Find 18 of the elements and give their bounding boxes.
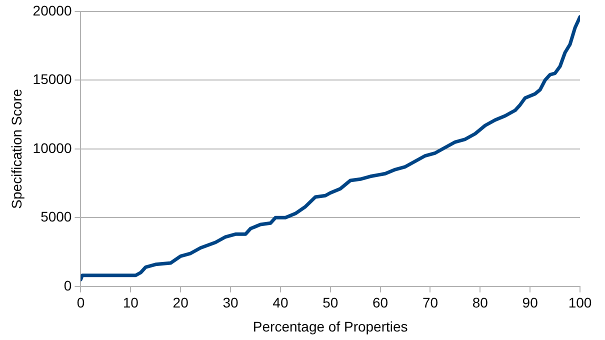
x-tick-label: 40: [272, 294, 288, 311]
y-tick-label: 15000: [32, 71, 72, 88]
y-tick-label: 5000: [40, 208, 72, 225]
y-tick-label: 0: [64, 277, 72, 294]
y-axis-title: Specification Score: [8, 88, 24, 209]
x-tick-label: 60: [372, 294, 388, 311]
x-tick-label: 0: [76, 294, 85, 311]
x-tick-label: 100: [568, 294, 592, 311]
x-tick-label: 80: [472, 294, 488, 311]
x-tick-label: 50: [322, 294, 338, 311]
x-tick-label: 10: [122, 294, 139, 311]
x-tick-label: 90: [522, 294, 538, 311]
y-tick-label: 10000: [32, 140, 72, 156]
x-axis-title: Percentage of Properties: [252, 318, 408, 334]
x-tick-label: 30: [222, 294, 239, 311]
x-tick-label: 70: [422, 294, 438, 311]
x-tick-label: 20: [172, 294, 189, 311]
y-tick-label: 20000: [32, 2, 72, 18]
